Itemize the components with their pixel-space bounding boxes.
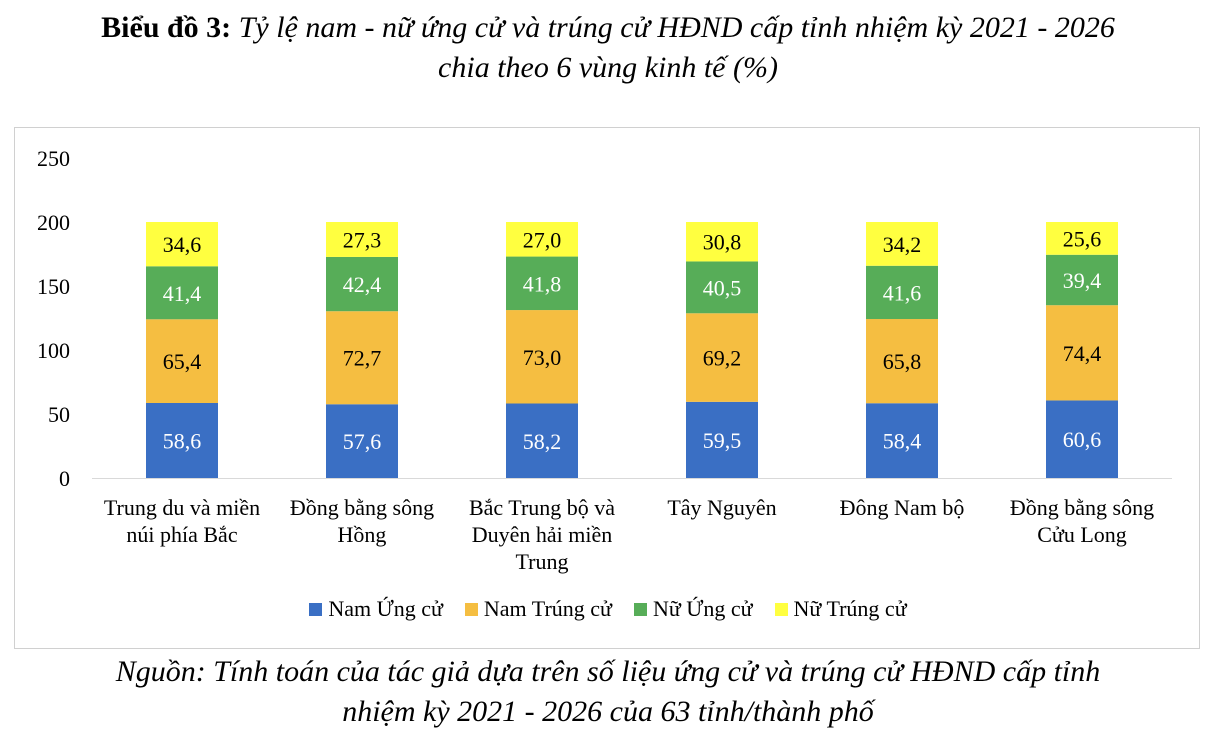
chart-title: Biểu đồ 3: Tỷ lệ nam - nữ ứng cử và trún… [0, 8, 1216, 88]
data-label-2-3: 27,0 [523, 227, 562, 252]
x-tick-label-2-2: Trung [516, 549, 569, 574]
legend-swatch-2 [633, 602, 647, 616]
legend-item-2: Nữ Ứng cử [633, 596, 753, 622]
x-tick-label-1-1: Hồng [338, 522, 387, 547]
legend-swatch-0 [309, 602, 323, 616]
bar-3-1 [686, 313, 758, 402]
chart-svg: 0 50 100 150 200 250 58,6 65,4 41,4 34,6 Trung du … [37, 146, 1172, 574]
legend-item-3: Nữ Trúng cử [774, 596, 907, 622]
bar-5-1 [1046, 305, 1118, 401]
legend-label-3: Nữ Trúng cử [793, 596, 907, 621]
data-label-1-2: 42,4 [343, 272, 382, 297]
data-label-3-0: 59,5 [703, 428, 742, 453]
data-label-3-3: 30,8 [703, 230, 742, 255]
source-note: Nguồn: Tính toán của tác giả dựa trên số… [0, 652, 1216, 732]
data-label-1-0: 57,6 [343, 429, 382, 454]
legend-item-1: Nam Trúng cử [464, 596, 612, 622]
x-tick-label-0-0: Trung du và miền [104, 495, 260, 520]
x-tick-label-5-1: Cửu Long [1037, 522, 1127, 547]
bar-5-2 [1046, 254, 1118, 306]
data-label-4-3: 34,2 [883, 232, 922, 257]
bar-3-0 [686, 401, 758, 478]
data-label-3-2: 40,5 [703, 275, 742, 300]
x-tick-label-1-0: Đồng bằng sông [290, 495, 434, 520]
title-text-1: Tỷ lệ nam - nữ ứng cử và trúng cử HĐND c… [238, 11, 1115, 44]
bar-5-3 [1046, 222, 1118, 255]
legend-item-0: Nam Ứng cử [309, 596, 443, 622]
data-label-5-2: 39,4 [1063, 268, 1102, 293]
data-label-2-0: 58,2 [523, 429, 562, 454]
y-tick-label-3: 150 [37, 274, 70, 299]
legend-swatch-1 [464, 602, 478, 616]
x-tick-label-3-0: Tây Nguyên [667, 495, 776, 520]
data-label-4-2: 41,6 [883, 280, 922, 305]
data-label-1-3: 27,3 [343, 227, 382, 252]
title-text-2: chia theo 6 vùng kinh tế (%) [438, 51, 778, 84]
bar-2-0 [506, 403, 578, 478]
data-label-0-2: 41,4 [163, 281, 202, 306]
legend-swatch-3 [774, 602, 788, 616]
bar-5-0 [1046, 400, 1118, 478]
y-tick-label-2: 100 [37, 338, 70, 363]
data-label-0-3: 34,6 [163, 232, 202, 257]
bar-2-2 [506, 256, 578, 311]
data-label-2-1: 73,0 [523, 345, 562, 370]
bar-0-1 [146, 319, 218, 403]
x-tick-label-4-0: Đông Nam bộ [840, 495, 965, 520]
data-label-0-1: 65,4 [163, 349, 202, 374]
bar-3-2 [686, 261, 758, 314]
y-tick-label-5: 250 [37, 146, 70, 171]
data-label-4-1: 65,8 [883, 349, 922, 374]
x-tick-label-5-0: Đồng bằng sông [1010, 495, 1154, 520]
legend-label-2: Nữ Ứng cử [652, 596, 753, 621]
bar-4-3 [866, 222, 938, 266]
data-label-0-0: 58,6 [163, 428, 202, 453]
bar-4-0 [866, 403, 938, 478]
bar-0-2 [146, 266, 218, 320]
bar-2-3 [506, 222, 578, 257]
data-label-2-2: 41,8 [523, 271, 562, 296]
data-label-4-0: 58,4 [883, 429, 922, 454]
x-tick-label-2-0: Bắc Trung bộ và [469, 495, 615, 520]
bar-4-2 [866, 265, 938, 320]
bar-4-1 [866, 319, 938, 404]
legend-label-0: Nam Ứng cử [328, 596, 443, 621]
y-tick-label-0: 0 [59, 466, 70, 491]
title-label: Biểu đồ 3: [101, 11, 232, 44]
bar-1-0 [326, 404, 398, 478]
data-label-3-1: 69,2 [703, 346, 742, 371]
source-line-1: Nguồn: Tính toán của tác giả dựa trên số… [115, 655, 1101, 688]
bar-3-3 [686, 222, 758, 262]
legend-label-1: Nam Trúng cử [483, 596, 612, 621]
y-tick-label-4: 200 [37, 210, 70, 235]
source-line-2: nhiệm kỳ 2021 - 2026 của 63 tỉnh/thành p… [342, 695, 874, 728]
bar-1-3 [326, 222, 398, 257]
legend: Nam Ứng cử Nam Trúng cử Nữ Ứng cử Nữ Trúng … [0, 596, 1216, 622]
bar-0-0 [146, 402, 218, 478]
x-tick-label-2-1: Duyên hải miền [472, 522, 613, 547]
bar-1-2 [326, 256, 398, 312]
bar-2-1 [506, 310, 578, 404]
chart-frame [14, 127, 1200, 649]
bar-0-3 [146, 222, 218, 267]
data-label-5-1: 74,4 [1063, 341, 1102, 366]
y-tick-label-1: 50 [48, 402, 70, 427]
data-label-5-3: 25,6 [1063, 226, 1102, 251]
x-tick-label-0-1: núi phía Bắc [126, 522, 237, 547]
data-label-5-0: 60,6 [1063, 427, 1102, 452]
bar-1-1 [326, 311, 398, 405]
title-line-1: Biểu đồ 3: Tỷ lệ nam - nữ ứng cử và trún… [0, 8, 1216, 48]
data-label-1-1: 72,7 [343, 346, 382, 371]
